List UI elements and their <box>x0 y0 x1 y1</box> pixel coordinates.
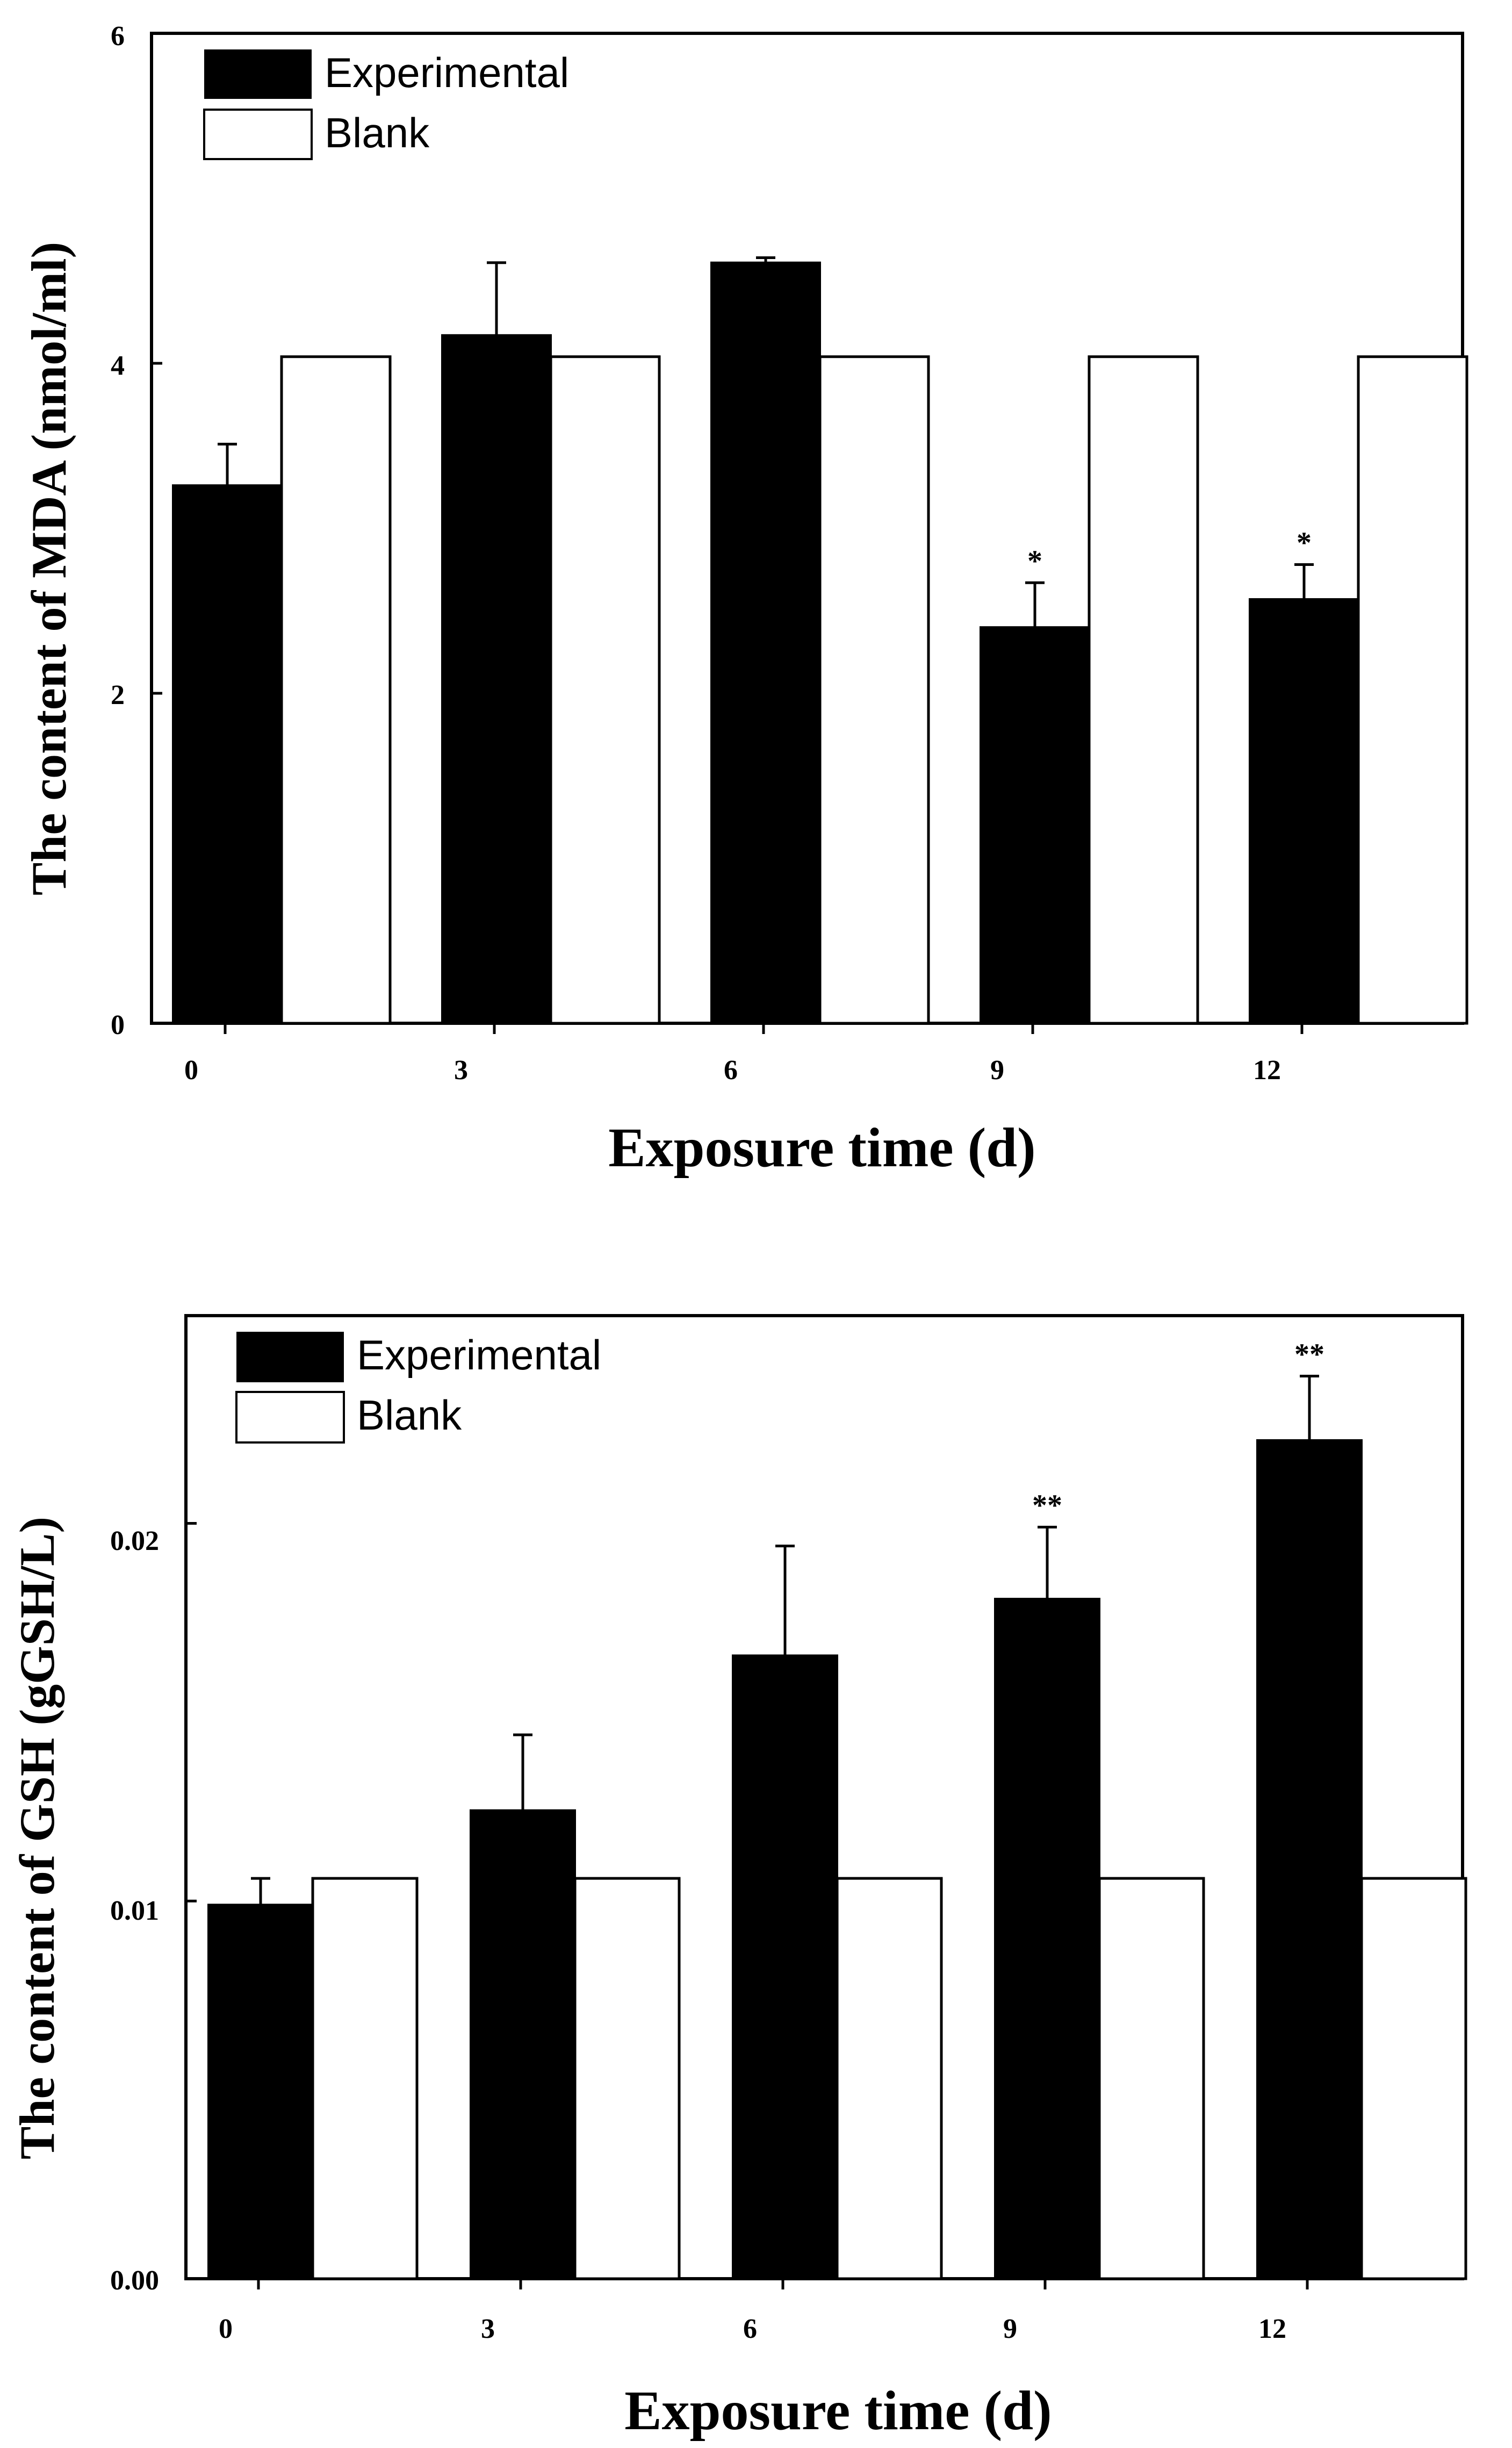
gsh-bar-blank-9 <box>1098 1877 1205 2280</box>
mda-y-axis-title: The content of MDA (nmol/ml) <box>21 242 76 895</box>
gsh-legend-blank-label: Blank <box>357 1391 462 1439</box>
mda-xtick-label: 9 <box>990 1055 1004 1086</box>
mda-bar-blank-0 <box>280 355 392 1025</box>
gsh-x-axis-title: Exposure time (d) <box>624 2380 1052 2442</box>
mda-bar-experimental-6 <box>710 261 821 1025</box>
gsh-xtick-label: 3 <box>481 2314 495 2344</box>
mda-significance-12: * <box>1297 527 1312 560</box>
gsh-bar-blank-3 <box>573 1877 681 2280</box>
mda-legend-blank-swatch <box>203 109 313 160</box>
gsh-ytick-label: 0.01 <box>110 1896 159 1926</box>
mda-ytick-label: 6 <box>111 21 125 52</box>
mda-bar-experimental-9 <box>980 626 1090 1024</box>
gsh-bar-blank-12 <box>1360 1877 1467 2280</box>
gsh-bar-experimental-0 <box>207 1904 314 2280</box>
gsh-xtick-label: 0 <box>219 2314 233 2344</box>
gsh-ytick-label: 0.02 <box>110 1526 159 1556</box>
gsh-legend-experimental-swatch <box>236 1332 344 1382</box>
mda-ytick-label: 4 <box>111 350 125 381</box>
gsh-chart: ** ** Experimental Blank 0.00 0.01 0.02 0… <box>10 1314 1467 2442</box>
gsh-bar-experimental-3 <box>470 1809 576 2280</box>
mda-bar-experimental-3 <box>441 334 552 1024</box>
mda-legend-experimental-swatch <box>204 49 312 99</box>
gsh-xtick-label: 9 <box>1003 2314 1017 2344</box>
gsh-bar-experimental-12 <box>1256 1439 1363 2280</box>
mda-bar-experimental-0 <box>172 484 283 1024</box>
gsh-ytick-label: 0.00 <box>110 2265 159 2296</box>
mda-xtick-label: 12 <box>1253 1055 1281 1086</box>
gsh-legend-experimental-label: Experimental <box>357 1331 601 1379</box>
gsh-xtick-label: 6 <box>743 2314 757 2344</box>
gsh-bar-experimental-6 <box>732 1654 838 2280</box>
gsh-significance-12: ** <box>1294 1338 1324 1371</box>
gsh-bar-blank-0 <box>311 1877 419 2280</box>
mda-chart: * * Experimental Blank 0 2 4 6 0 3 6 9 12… <box>21 21 1468 1179</box>
mda-bar-blank-3 <box>549 355 661 1025</box>
mda-bar-experimental-12 <box>1249 598 1359 1024</box>
gsh-legend-blank-swatch <box>235 1391 345 1444</box>
mda-x-axis-title: Exposure time (d) <box>608 1117 1035 1179</box>
mda-legend-blank-label: Blank <box>325 109 430 156</box>
mda-ytick-label: 0 <box>111 1010 125 1040</box>
mda-significance-9: * <box>1027 544 1042 578</box>
mda-xtick-label: 3 <box>454 1055 468 1086</box>
gsh-xtick-label: 12 <box>1258 2314 1286 2344</box>
mda-xtick-label: 0 <box>184 1055 198 1086</box>
mda-ytick-label: 2 <box>111 680 125 710</box>
gsh-significance-9: ** <box>1032 1489 1062 1523</box>
mda-bar-blank-9 <box>1088 355 1199 1025</box>
mda-xtick-label: 6 <box>724 1055 738 1086</box>
gsh-y-axis-title: The content of GSH (gGSH/L) <box>10 1517 64 2159</box>
gsh-bar-experimental-9 <box>994 1598 1100 2280</box>
mda-legend-experimental-label: Experimental <box>325 49 569 96</box>
gsh-bar-blank-6 <box>836 1877 943 2280</box>
mda-bar-blank-12 <box>1357 355 1468 1025</box>
mda-bar-blank-6 <box>818 355 930 1025</box>
